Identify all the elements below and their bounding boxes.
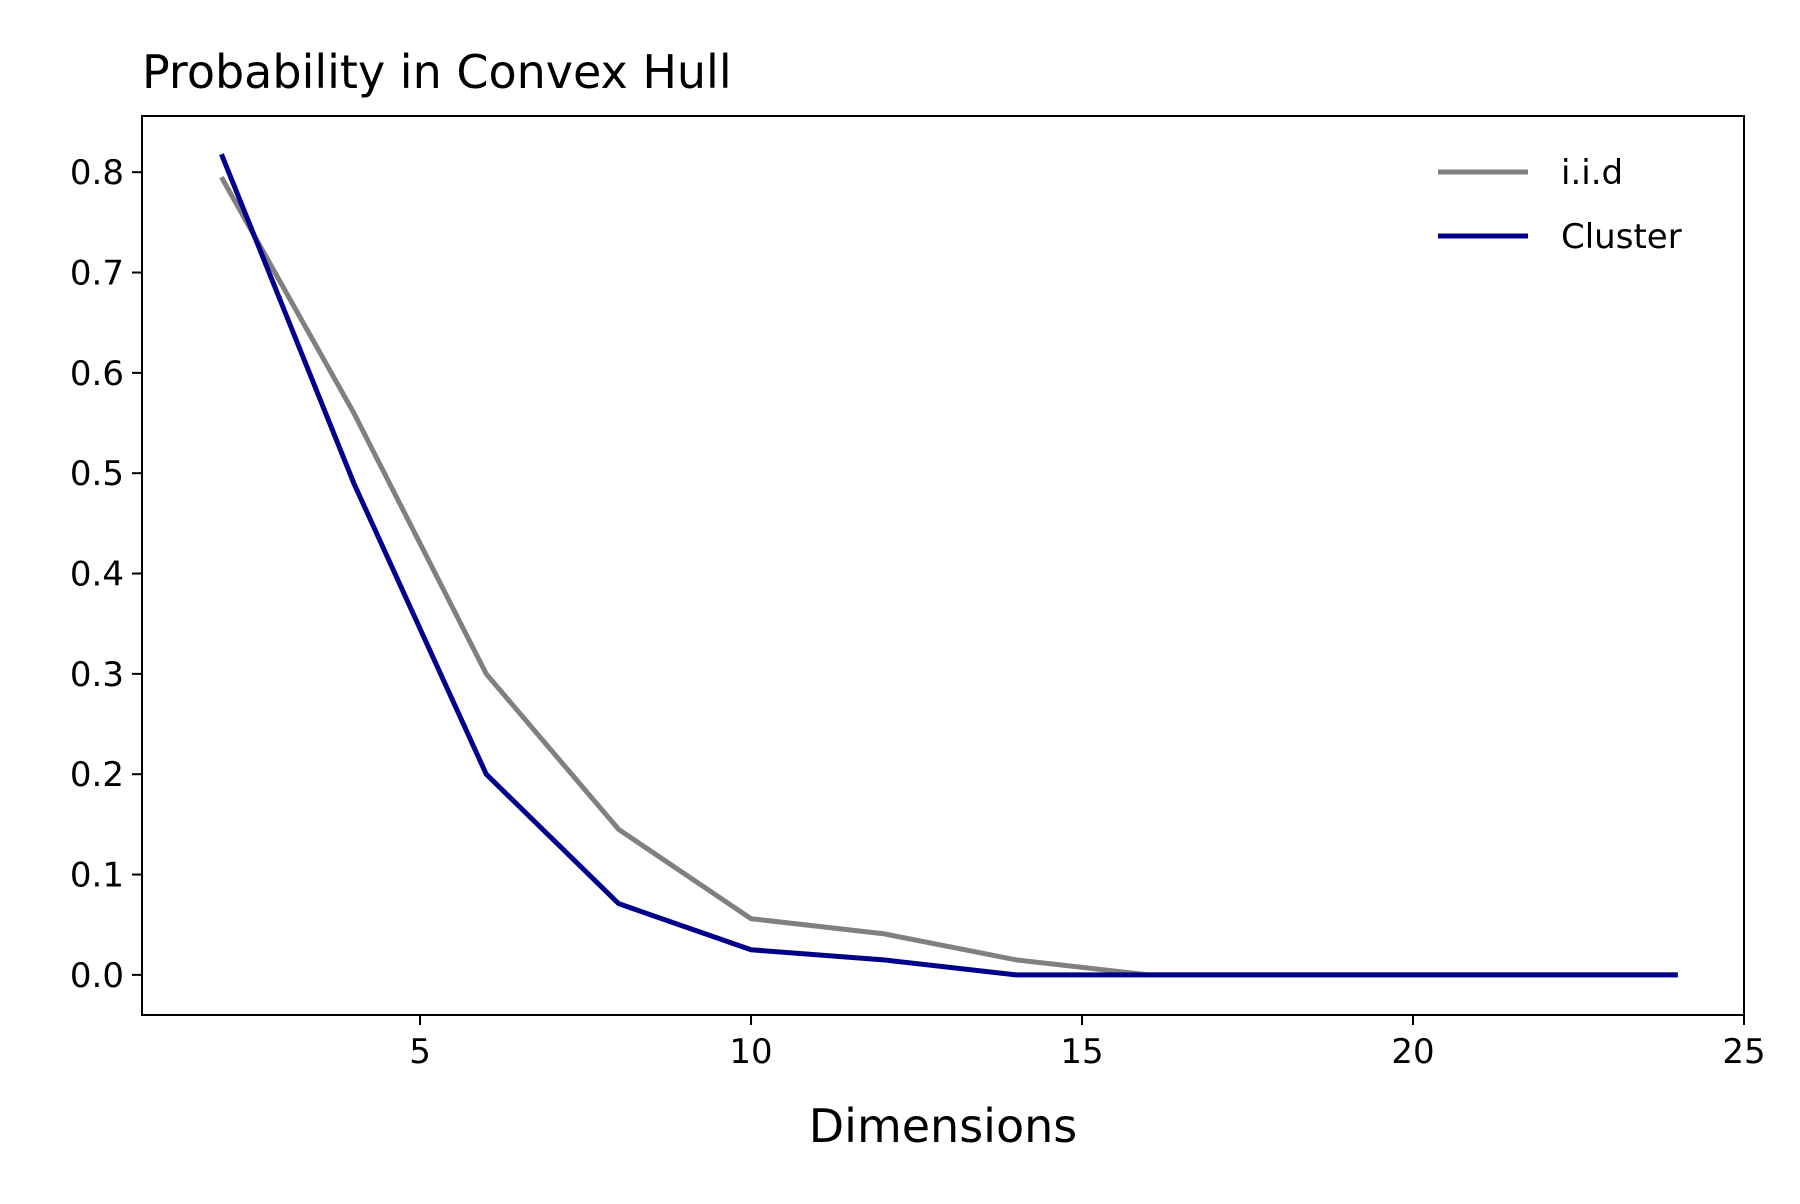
legend-label: i.i.d (1561, 153, 1623, 193)
series-line-cluster (219, 153, 1678, 978)
y-tick-label: 0.8 (70, 153, 124, 193)
x-axis: 5 10 15 20 25 (409, 1015, 1766, 1072)
y-tick-label: 0.3 (70, 655, 124, 695)
x-tick-label: 20 (1391, 1032, 1434, 1072)
x-tick-label: 25 (1722, 1032, 1765, 1072)
y-tick-label: 0.0 (70, 956, 124, 996)
y-tick-label: 0.4 (70, 555, 124, 595)
y-tick-label: 0.5 (70, 454, 124, 494)
series-line-i-i-d (219, 175, 1678, 978)
x-tick-label: 15 (1060, 1032, 1103, 1072)
y-tick-label: 0.1 (70, 856, 124, 896)
x-axis-label: Dimensions (809, 1099, 1077, 1153)
plot-frame (141, 115, 1745, 1016)
y-tick-label: 0.2 (70, 755, 124, 795)
chart-title: Probability in Convex Hull (142, 45, 732, 99)
y-tick-label: 0.6 (70, 354, 124, 394)
y-tick-label: 0.7 (70, 254, 124, 294)
x-tick-label: 5 (409, 1032, 431, 1072)
x-tick-label: 10 (729, 1032, 772, 1072)
legend-label: Cluster (1561, 217, 1682, 257)
y-axis: 0.0 0.1 0.2 0.3 0.4 0.5 0.6 0.7 0.8 (70, 153, 142, 996)
plot-area (141, 115, 1745, 1016)
series-layer (219, 153, 1678, 978)
legend: i.i.d Cluster (1438, 153, 1682, 257)
